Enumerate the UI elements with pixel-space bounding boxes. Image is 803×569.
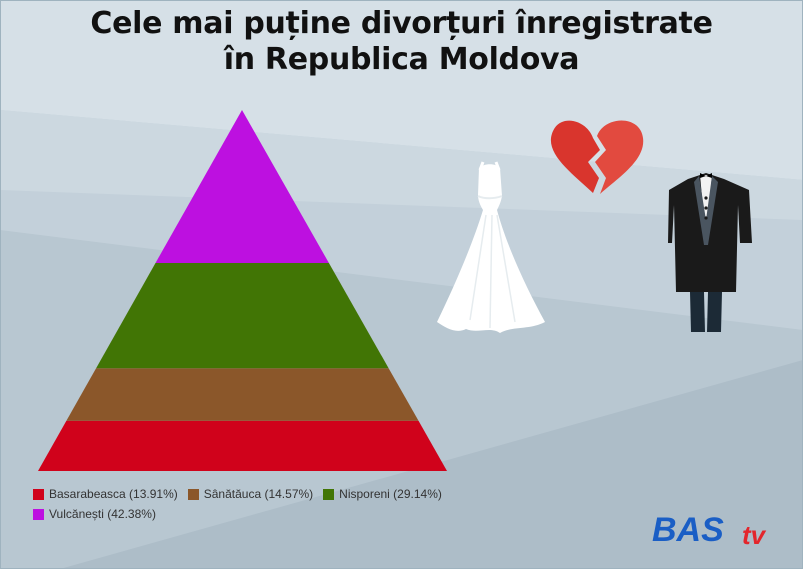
legend-label: Sânătăuca (14.57%) [203,487,314,501]
legend-label: Vulcănești (42.38%) [49,507,156,521]
legend-swatch [187,488,199,500]
pyramid-segment-2 [66,368,419,421]
bastv-logo: BAS tv [652,511,767,548]
legend-swatch [33,488,44,500]
legend: Basarabeasca (13.91%) Sânătăuca (14.57%) N… [33,484,553,524]
legend-item-3: Nisporeni (29.14%) [323,484,442,504]
legend-item-1: Basarabeasca (13.91%) [33,484,178,504]
legend-swatch [323,488,335,500]
legend-item-2: Sânătăuca (14.57%) [187,484,314,504]
pyramid-segment-4 [155,110,329,263]
chart-title-line-1: Cele mai puține divorțuri înregistrate [90,6,713,41]
legend-item-4: Vulcănești (42.38%) [33,504,156,524]
broken-heart-icon [550,120,644,194]
pyramid-segment-1 [38,420,447,471]
pyramid-segment-3 [96,263,389,369]
legend-label: Nisporeni (29.14%) [339,487,442,501]
wedding-dress-icon [437,161,545,333]
legend-label: Basarabeasca (13.91%) [49,487,178,501]
chart-title-line-2: în Republica Moldova [223,42,580,77]
logo-text-main: BAS [652,511,724,548]
legend-swatch [33,508,44,520]
logo-text-sub: tv [742,520,767,548]
tuxedo-icon [668,173,752,332]
